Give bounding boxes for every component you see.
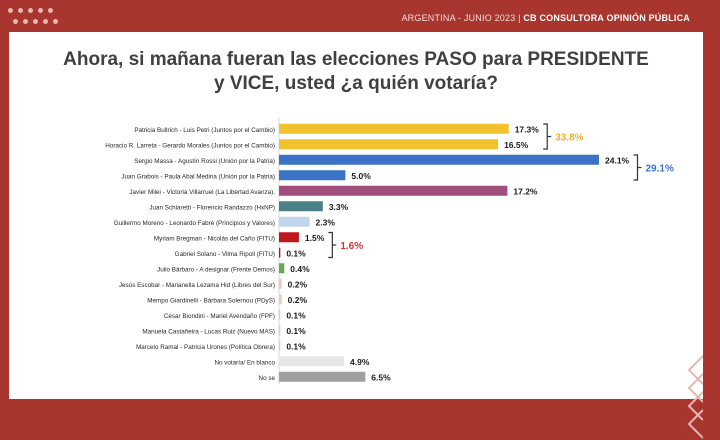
dot-icon	[18, 8, 23, 13]
group-bracket	[328, 231, 333, 259]
value-label: 1.5%	[305, 233, 325, 243]
category-label: Mempo Giardinelli - Bárbara Solernou (PD…	[147, 297, 275, 304]
dot-icon	[38, 8, 43, 13]
bar	[279, 170, 346, 181]
bar	[279, 356, 345, 367]
category-label: César Biondini - Mariel Avendaño (FPF)	[164, 313, 275, 320]
value-label: 2.3%	[316, 217, 336, 227]
value-label: 3.3%	[329, 202, 349, 212]
dot-icon	[33, 19, 38, 24]
bar	[279, 139, 499, 150]
value-label: 17.3%	[515, 124, 540, 134]
value-label: 0.2%	[288, 279, 308, 289]
value-label: 16.5%	[504, 140, 529, 150]
chart-title: Ahora, si mañana fueran las elecciones P…	[9, 48, 703, 96]
bar	[279, 185, 508, 196]
header-country-date: ARGENTINA - JUNIO 2023 |	[401, 13, 524, 23]
category-label: Julio Bárbaro - A designar (Frente Demos…	[157, 266, 275, 273]
bar	[279, 278, 282, 289]
chart-title-line-1: Ahora, si mañana fueran las elecciones P…	[63, 49, 649, 70]
chart-title-line-2: y VICE, usted ¿a quién votaría?	[213, 73, 498, 94]
decorative-dots	[8, 4, 88, 32]
dot-icon	[43, 19, 48, 24]
bar	[279, 263, 285, 274]
slide-card: Ahora, si mañana fueran las elecciones P…	[9, 32, 703, 439]
bar	[279, 216, 310, 227]
group-bracket	[633, 154, 639, 181]
bar	[279, 309, 281, 320]
category-label: Manuela Castañeira - Lucas Ruiz (Nuevo M…	[142, 328, 275, 335]
value-label: 0.2%	[288, 295, 308, 305]
category-label: Guillermo Moreno - Leonardo Fabré (Princ…	[114, 220, 275, 227]
bar	[279, 247, 281, 258]
group-total-label: 33.8%	[555, 133, 583, 144]
dot-icon	[13, 19, 18, 24]
category-label: Juan Schiaretti - Florencio Randazzo (Hx…	[149, 204, 275, 211]
value-label: 0.1%	[286, 310, 306, 320]
dot-icon	[28, 8, 33, 13]
category-label: Jesús Escobar - Marianella Lezama Hid (L…	[119, 282, 275, 289]
bar	[279, 123, 509, 134]
category-label: Horacio R. Larreta - Gerardo Morales (Ju…	[105, 142, 275, 149]
category-label: Myriam Bregman - Nicolás del Caño (FITU)	[154, 235, 275, 242]
category-label: Sergio Massa - Agustín Rossi (Unión por …	[134, 158, 275, 165]
category-label: Juan Grabois - Paula Abal Medina (Unión …	[121, 173, 275, 180]
dot-icon	[8, 8, 13, 13]
header-source: ARGENTINA - JUNIO 2023 | CB CONSULTORA O…	[401, 13, 690, 23]
value-label: 24.1%	[605, 155, 630, 165]
group-total-label: 1.6%	[340, 241, 363, 252]
value-label: 0.1%	[286, 248, 306, 258]
value-label: 5.0%	[351, 171, 371, 181]
bar	[279, 154, 599, 165]
group-total-label: 29.1%	[646, 164, 674, 175]
value-label: 0.4%	[290, 264, 310, 274]
bar	[279, 201, 323, 212]
bar	[279, 340, 281, 351]
group-bracket	[543, 123, 548, 150]
category-label: Gabriel Solano - Vilma Ripoll (FITU)	[175, 251, 275, 258]
category-label: No se	[259, 375, 276, 382]
dot-icon	[48, 8, 53, 13]
value-label: 4.9%	[350, 357, 370, 367]
value-label: 0.1%	[286, 341, 306, 351]
bar	[279, 232, 299, 243]
chevron-decoration-icon	[687, 355, 703, 439]
dot-icon	[23, 19, 28, 24]
category-label: Javier Milei - Victoria Villarruel (La L…	[129, 189, 275, 196]
category-label: Patricia Bullrich - Luis Petri (Juntos p…	[134, 127, 275, 134]
category-label: No votaría/ En blanco	[214, 359, 275, 366]
header-brand: CB CONSULTORA OPINIÓN PÚBLICA	[523, 13, 690, 23]
value-label: 0.1%	[286, 326, 306, 336]
category-label: Marcelo Ramal - Patricia Urones (Polític…	[136, 344, 275, 351]
value-label: 17.2%	[513, 186, 538, 196]
bar	[279, 325, 281, 336]
value-label: 6.5%	[371, 372, 391, 382]
bar	[279, 294, 282, 305]
bar-chart: Patricia Bullrich - Luis Petri (Juntos p…	[105, 117, 674, 385]
bar	[279, 371, 366, 382]
dot-icon	[53, 19, 58, 24]
